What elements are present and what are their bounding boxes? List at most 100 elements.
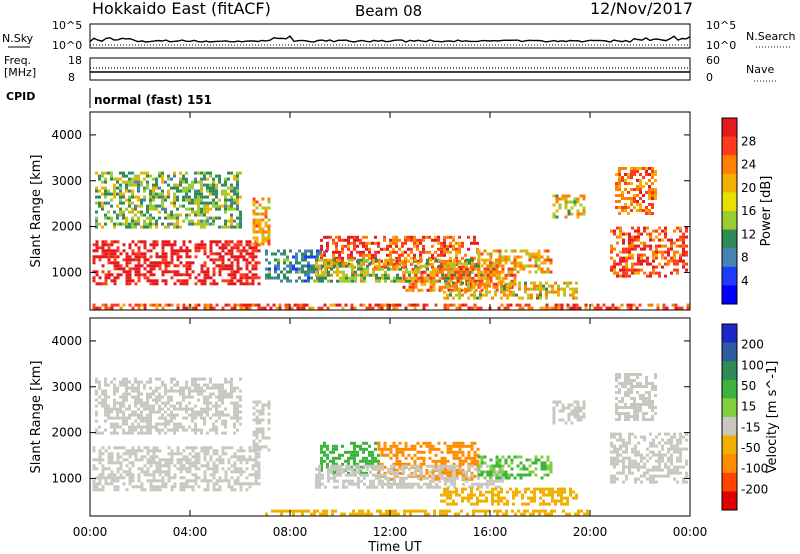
scatter-cell bbox=[188, 386, 191, 390]
scatter-cell bbox=[251, 276, 255, 280]
scatter-cell bbox=[233, 407, 236, 411]
scatter-cell bbox=[313, 264, 316, 268]
scatter-cell bbox=[643, 226, 646, 230]
scatter-cell bbox=[197, 410, 200, 414]
scatter-cell bbox=[230, 261, 234, 265]
scatter-cell bbox=[470, 287, 473, 291]
scatter-cell bbox=[326, 447, 329, 451]
scatter-cell bbox=[432, 476, 435, 480]
scatter-cell bbox=[450, 288, 454, 292]
scatter-cell bbox=[212, 183, 215, 187]
scatter-cell bbox=[203, 455, 207, 459]
scatter-cell bbox=[170, 186, 173, 190]
scatter-cell bbox=[191, 222, 194, 226]
scatter-cell bbox=[236, 198, 239, 202]
scatter-cell bbox=[525, 252, 529, 256]
scatter-cell bbox=[441, 267, 445, 271]
scatter-cell bbox=[560, 306, 564, 310]
scatter-cell bbox=[191, 186, 194, 190]
scatter-cell bbox=[369, 261, 372, 265]
scatter-cell bbox=[185, 279, 189, 283]
scatter-cell bbox=[146, 467, 150, 471]
scatter-cell bbox=[458, 471, 462, 475]
scatter-cell bbox=[387, 264, 390, 268]
scatter-cell bbox=[131, 258, 135, 262]
scatter-cell bbox=[621, 179, 624, 182]
scatter-cell bbox=[107, 452, 111, 456]
scatter-cell bbox=[449, 490, 452, 494]
scatter-cell bbox=[134, 455, 138, 459]
scatter-cell bbox=[92, 255, 96, 259]
scatter-cell bbox=[323, 450, 326, 454]
scatter-cell bbox=[506, 284, 509, 288]
scatter-cell bbox=[252, 433, 256, 437]
nave-tick-low: 0 bbox=[706, 71, 713, 84]
scatter-cell bbox=[363, 279, 366, 283]
scatter-cell bbox=[194, 171, 197, 175]
scatter-cell bbox=[137, 252, 141, 256]
scatter-cell bbox=[188, 389, 191, 393]
scatter-cell bbox=[321, 476, 324, 480]
scatter-cell bbox=[104, 410, 107, 414]
scatter-cell bbox=[336, 273, 339, 277]
scatter-cell bbox=[149, 249, 153, 253]
scatter-cell bbox=[254, 461, 258, 465]
scatter-cell bbox=[619, 438, 622, 442]
scatter-cell bbox=[179, 458, 183, 462]
scatter-cell bbox=[357, 261, 360, 265]
scatter-cell bbox=[673, 250, 676, 254]
scatter-cell bbox=[143, 470, 147, 474]
scatter-cell bbox=[426, 258, 429, 262]
scatter-cell bbox=[239, 485, 243, 489]
scatter-cell bbox=[438, 270, 442, 274]
scatter-cell bbox=[489, 482, 492, 486]
scatter-cell bbox=[567, 415, 571, 419]
scatter-cell bbox=[640, 435, 643, 439]
scatter-cell bbox=[252, 430, 256, 434]
scatter-cell bbox=[438, 470, 441, 474]
scatter-cell bbox=[345, 464, 348, 468]
scatter-cell bbox=[161, 476, 165, 480]
scatter-cell bbox=[576, 403, 580, 407]
scatter-cell bbox=[414, 267, 417, 271]
colorbar-frame bbox=[721, 117, 738, 305]
scatter-cell bbox=[610, 247, 613, 251]
scatter-cell bbox=[182, 485, 186, 489]
scatter-cell bbox=[610, 474, 613, 478]
scatter-cell bbox=[506, 490, 509, 494]
scatter-cell bbox=[434, 447, 438, 451]
scatter-cell bbox=[401, 462, 405, 466]
scatter-cell bbox=[170, 252, 174, 256]
scatter-cell bbox=[422, 247, 425, 251]
scatter-cell bbox=[534, 455, 538, 459]
scatter-cell bbox=[495, 276, 499, 280]
scatter-cell bbox=[128, 267, 132, 271]
scatter-cell bbox=[104, 389, 107, 393]
scatter-cell bbox=[410, 471, 414, 475]
scatter-cell bbox=[185, 467, 189, 471]
scatter-cell bbox=[131, 446, 135, 450]
scatter-cell bbox=[203, 398, 206, 402]
scatter-cell bbox=[113, 377, 116, 381]
scatter-cell bbox=[655, 265, 658, 269]
scatter-cell bbox=[414, 273, 418, 277]
scatter-cell bbox=[579, 415, 583, 419]
scatter-cell bbox=[164, 198, 167, 202]
scatter-cell bbox=[539, 293, 542, 297]
scatter-cell bbox=[558, 197, 562, 201]
scatter-cell bbox=[473, 303, 477, 307]
scatter-cell bbox=[212, 306, 216, 310]
scatter-cell bbox=[188, 407, 191, 411]
scatter-cell bbox=[104, 380, 107, 384]
scatter-cell bbox=[443, 253, 446, 257]
scatter-cell bbox=[429, 258, 432, 262]
scatter-cell bbox=[443, 468, 447, 472]
scatter-cell bbox=[477, 473, 481, 477]
scatter-cell bbox=[474, 264, 477, 268]
scatter-cell bbox=[167, 222, 170, 226]
scatter-cell bbox=[631, 432, 634, 436]
scatter-cell bbox=[489, 279, 493, 283]
scatter-cell bbox=[104, 419, 107, 423]
scatter-cell bbox=[267, 239, 271, 243]
scatter-cell bbox=[664, 244, 667, 248]
